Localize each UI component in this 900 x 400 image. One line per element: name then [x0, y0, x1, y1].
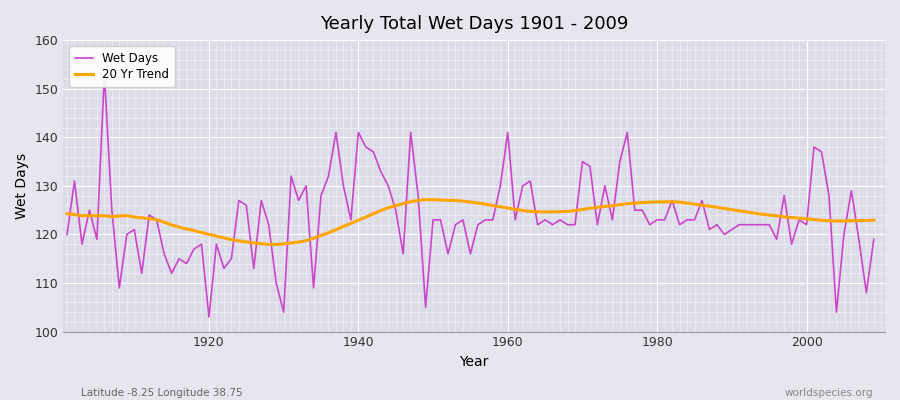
Wet Days	[99, 72, 110, 76]
20 Yr Trend	[61, 211, 72, 216]
Text: Latitude -8.25 Longitude 38.75: Latitude -8.25 Longitude 38.75	[81, 388, 243, 398]
Wet Days	[129, 227, 140, 232]
Wet Days	[607, 218, 617, 222]
Wet Days	[203, 315, 214, 320]
20 Yr Trend	[509, 207, 520, 212]
20 Yr Trend	[607, 203, 617, 208]
20 Yr Trend	[868, 218, 879, 222]
20 Yr Trend	[338, 224, 349, 229]
20 Yr Trend	[293, 240, 304, 244]
Wet Days	[61, 232, 72, 237]
Y-axis label: Wet Days: Wet Days	[15, 153, 29, 219]
20 Yr Trend	[122, 213, 132, 218]
Wet Days	[868, 237, 879, 242]
Legend: Wet Days, 20 Yr Trend: Wet Days, 20 Yr Trend	[69, 46, 176, 87]
Wet Days	[518, 184, 528, 188]
20 Yr Trend	[271, 242, 282, 247]
Line: 20 Yr Trend: 20 Yr Trend	[67, 200, 874, 244]
Wet Days	[301, 184, 311, 188]
Wet Days	[509, 218, 520, 222]
20 Yr Trend	[428, 197, 438, 202]
Line: Wet Days: Wet Days	[67, 74, 874, 317]
Title: Yearly Total Wet Days 1901 - 2009: Yearly Total Wet Days 1901 - 2009	[320, 15, 628, 33]
20 Yr Trend	[518, 208, 528, 213]
Text: worldspecies.org: worldspecies.org	[785, 388, 873, 398]
Wet Days	[346, 218, 356, 222]
X-axis label: Year: Year	[460, 355, 489, 369]
